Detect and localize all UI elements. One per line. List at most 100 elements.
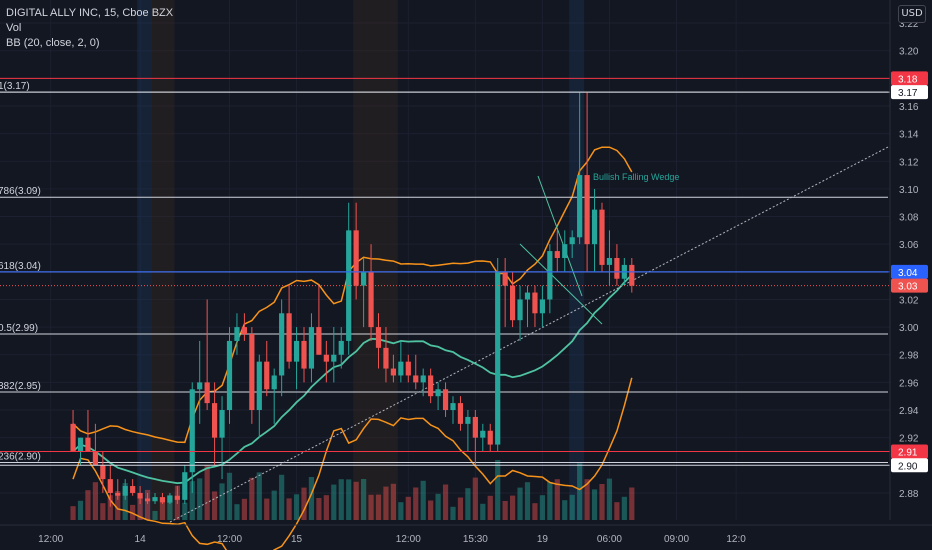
volume-bar: [457, 497, 464, 520]
volume-bar: [472, 477, 478, 520]
candle-body: [234, 327, 240, 341]
volume-bar: [85, 490, 91, 520]
candle-body: [375, 327, 382, 348]
session-band: [152, 0, 175, 520]
volume-bar: [279, 474, 285, 520]
candle-body: [152, 497, 158, 502]
candle-body: [167, 495, 173, 503]
candle-body: [137, 492, 143, 499]
candle-body: [331, 354, 337, 362]
candle-body: [584, 175, 590, 245]
candle-body: [442, 389, 449, 411]
volume-bar: [502, 501, 508, 520]
volume-bar: [226, 472, 233, 520]
volume-bar: [398, 502, 404, 520]
volume-bar: [487, 495, 493, 520]
candle-body: [413, 375, 419, 383]
volume-bar: [115, 491, 121, 520]
volume-bar: [599, 484, 605, 520]
volume-bar: [271, 490, 277, 520]
x-tick-label: 15:30: [463, 534, 488, 545]
fib-level-label: 786(3.09): [0, 186, 41, 197]
volume-indicator-label[interactable]: Vol: [6, 22, 22, 34]
candle-body: [241, 327, 247, 335]
volume-bar: [256, 472, 262, 520]
candle-body: [182, 472, 188, 500]
volume-bar: [197, 478, 203, 520]
bollinger-indicator-label[interactable]: BB (20, close, 2, 0): [6, 37, 100, 49]
wedge-annotation: Bullish Falling Wedge: [593, 172, 680, 182]
candle-body: [271, 375, 277, 390]
price-axis[interactable]: 3.22 3.20 3.18 3.16 3.14 3.12 3.10 3.08 3.06 3.04…: [889, 0, 928, 520]
candle-body: [159, 497, 166, 503]
x-tick-label: 14: [135, 534, 147, 545]
volume-bar: [554, 479, 560, 520]
price-badge: [891, 444, 928, 459]
candle-body: [212, 403, 218, 438]
price-badge-label: 3.03: [898, 282, 918, 293]
candle-body: [539, 299, 545, 314]
volume-bar: [92, 482, 98, 520]
volume-bar: [450, 506, 456, 520]
y-tick-label: 3.16: [899, 102, 919, 113]
volume-bar: [249, 477, 255, 520]
volume-bar: [606, 478, 613, 520]
price-badge: [891, 264, 928, 279]
volume-bar: [591, 489, 598, 520]
candle-body: [599, 209, 605, 265]
volume-bar: [539, 495, 545, 520]
volume-bar: [495, 460, 501, 520]
symbol-title[interactable]: DIGITAL ALLY INC, 15, Cboe BZX: [6, 7, 174, 19]
candle-body: [405, 361, 411, 376]
volume-bar: [517, 487, 523, 520]
candle-body: [204, 382, 210, 404]
wedge-upper-line: [537, 175, 583, 297]
price-badge: [891, 71, 928, 86]
candle-body: [70, 423, 76, 452]
y-tick-label: 2.96: [899, 378, 919, 389]
volume-bar: [532, 503, 538, 520]
candle-body: [107, 479, 113, 493]
bb-basis-line: [72, 274, 633, 485]
x-tick-label: 15: [291, 534, 303, 545]
volume-bar: [122, 483, 128, 520]
currency-button[interactable]: USD: [898, 5, 926, 23]
price-badge-label: 3.17: [898, 88, 918, 99]
candle-body: [510, 285, 516, 321]
candle-body: [457, 403, 464, 424]
candle-body: [591, 209, 598, 245]
candle-body: [495, 271, 501, 445]
fib-level-label: 1(3.17): [0, 81, 30, 92]
volume-bar: [435, 493, 441, 520]
time-axis[interactable]: 12:00 14 12:00 15 12:00 15:30 19 06:00 09:00 12:0: [0, 524, 932, 545]
candle-body: [390, 368, 396, 376]
candle-body: [308, 327, 315, 369]
volume-bar: [577, 463, 583, 520]
volume-bar: [383, 486, 389, 520]
trend-lines: [169, 145, 891, 523]
volume-bar: [442, 484, 449, 520]
x-tick-label: 12:0: [726, 534, 746, 545]
candle-body: [383, 347, 389, 369]
volume-bar: [569, 494, 575, 520]
candle-body: [338, 340, 344, 355]
ascending-trendline: [169, 145, 891, 523]
volume-bar: [510, 495, 516, 520]
volume-bar: [182, 502, 188, 520]
volume-bar: [346, 479, 352, 520]
volume-bar: [629, 487, 635, 520]
volume-bar: [219, 483, 225, 520]
volume-bar: [562, 500, 568, 520]
volume-bar: [264, 498, 270, 520]
price-badge: [891, 278, 928, 293]
volume-bar: [301, 487, 307, 520]
y-tick-label: 3.22: [899, 19, 919, 30]
candle-body: [428, 375, 434, 397]
candle-body: [554, 251, 560, 258]
volume-bar: [547, 482, 553, 520]
y-tick-label: 2.98: [899, 351, 919, 362]
candle-body: [368, 271, 374, 328]
volume-bars: [70, 460, 635, 520]
candle-body: [465, 416, 471, 424]
